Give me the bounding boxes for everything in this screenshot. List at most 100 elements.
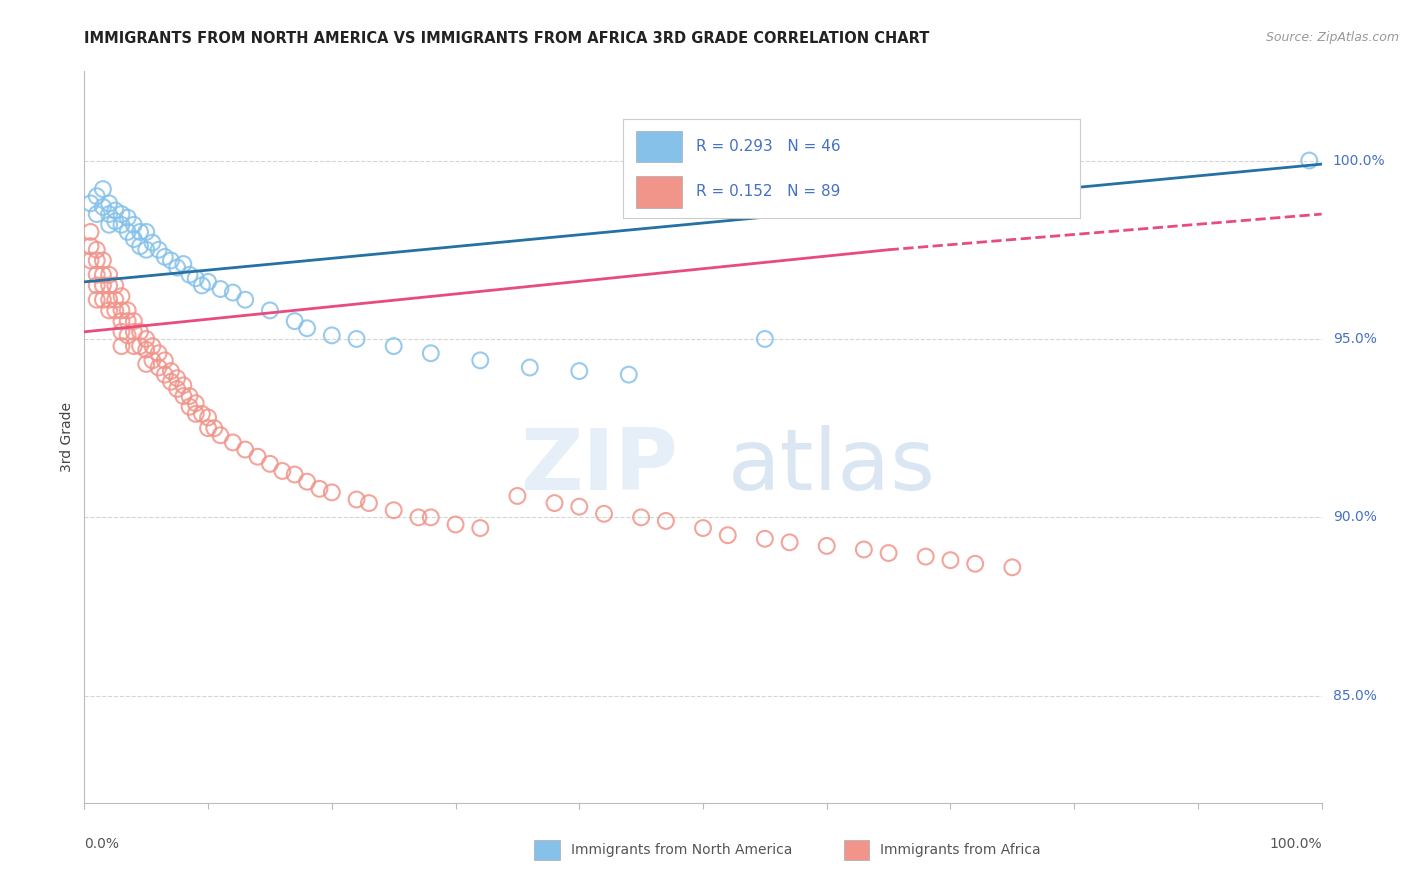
Point xyxy=(655,514,678,528)
Point xyxy=(86,293,108,307)
Point xyxy=(129,225,152,239)
Text: Immigrants from North America: Immigrants from North America xyxy=(571,843,792,857)
Point xyxy=(444,517,467,532)
Point xyxy=(470,521,492,535)
Point xyxy=(110,207,132,221)
Point xyxy=(295,321,318,335)
Point xyxy=(222,285,245,300)
Point xyxy=(141,339,163,353)
Point xyxy=(852,542,875,557)
Point xyxy=(91,268,114,282)
Point xyxy=(135,243,157,257)
Point xyxy=(184,407,207,421)
Point xyxy=(122,232,145,246)
Point xyxy=(141,353,163,368)
Point xyxy=(259,457,281,471)
Point xyxy=(91,253,114,268)
Point xyxy=(129,339,152,353)
Point xyxy=(160,364,183,378)
Point xyxy=(117,211,139,225)
Point xyxy=(141,235,163,250)
Point xyxy=(939,553,962,567)
Point xyxy=(568,364,591,378)
Point xyxy=(197,275,219,289)
Point xyxy=(122,314,145,328)
Point xyxy=(233,293,256,307)
Point xyxy=(104,293,127,307)
Point xyxy=(122,325,145,339)
Point xyxy=(135,357,157,371)
Point xyxy=(98,196,121,211)
Point xyxy=(98,278,121,293)
Y-axis label: 3rd Grade: 3rd Grade xyxy=(60,402,75,472)
Point xyxy=(346,492,368,507)
Point xyxy=(543,496,565,510)
Point xyxy=(271,464,294,478)
Point xyxy=(295,475,318,489)
Point xyxy=(222,435,245,450)
Point xyxy=(122,339,145,353)
Point xyxy=(382,503,405,517)
Text: Immigrants from Africa: Immigrants from Africa xyxy=(880,843,1040,857)
Point xyxy=(110,314,132,328)
Point xyxy=(346,332,368,346)
Point xyxy=(179,389,201,403)
Point xyxy=(91,182,114,196)
Point xyxy=(284,314,307,328)
Point xyxy=(79,225,101,239)
Text: ZIP: ZIP xyxy=(520,425,678,508)
Point xyxy=(148,243,170,257)
Point xyxy=(110,303,132,318)
Point xyxy=(160,375,183,389)
Point xyxy=(630,510,652,524)
Point xyxy=(419,510,441,524)
Point xyxy=(233,442,256,457)
Point xyxy=(259,303,281,318)
Point xyxy=(91,293,114,307)
Point xyxy=(308,482,330,496)
Point xyxy=(91,278,114,293)
Point xyxy=(166,371,188,385)
Point xyxy=(506,489,529,503)
Point xyxy=(86,268,108,282)
Point xyxy=(965,557,987,571)
Point xyxy=(117,225,139,239)
Point xyxy=(98,293,121,307)
Point xyxy=(160,253,183,268)
Point xyxy=(470,353,492,368)
Point xyxy=(110,289,132,303)
Point xyxy=(172,257,194,271)
Point xyxy=(86,207,108,221)
Point xyxy=(98,268,121,282)
Point xyxy=(153,353,176,368)
Point xyxy=(110,218,132,232)
Point xyxy=(117,303,139,318)
Text: Source: ZipAtlas.com: Source: ZipAtlas.com xyxy=(1265,31,1399,45)
Point xyxy=(191,407,214,421)
Point xyxy=(122,218,145,232)
Point xyxy=(86,253,108,268)
Text: 90.0%: 90.0% xyxy=(1333,510,1376,524)
Point xyxy=(692,521,714,535)
Point xyxy=(117,314,139,328)
Point xyxy=(166,260,188,275)
Text: 0.0%: 0.0% xyxy=(84,837,120,851)
Text: IMMIGRANTS FROM NORTH AMERICA VS IMMIGRANTS FROM AFRICA 3RD GRADE CORRELATION CH: IMMIGRANTS FROM NORTH AMERICA VS IMMIGRA… xyxy=(84,31,929,46)
Point xyxy=(815,539,838,553)
Point xyxy=(91,200,114,214)
Text: 100.0%: 100.0% xyxy=(1270,837,1322,851)
Point xyxy=(717,528,740,542)
Point xyxy=(617,368,640,382)
Point xyxy=(86,278,108,293)
Point xyxy=(191,278,214,293)
Point xyxy=(779,535,801,549)
Point xyxy=(179,400,201,414)
Point xyxy=(79,239,101,253)
Point xyxy=(135,225,157,239)
Point xyxy=(110,325,132,339)
Point xyxy=(148,360,170,375)
Point xyxy=(209,282,232,296)
Point xyxy=(197,421,219,435)
Point xyxy=(104,203,127,218)
Point xyxy=(519,360,541,375)
